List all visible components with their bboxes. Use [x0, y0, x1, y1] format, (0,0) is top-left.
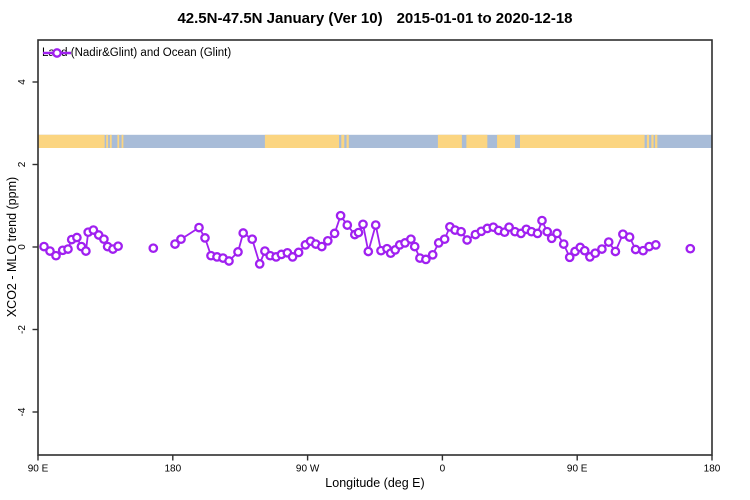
data-point: [148, 243, 159, 254]
map-band-land: [264, 134, 340, 148]
data-point: [113, 241, 123, 252]
chart-title-range: 42.5N-47.5N January (Ver 10): [177, 10, 383, 27]
data-point: [597, 244, 607, 254]
data-point: [542, 226, 553, 237]
x-tick-label: 180: [704, 464, 721, 475]
data-point: [335, 210, 346, 221]
map-band-land: [341, 134, 345, 148]
data-point: [439, 234, 450, 245]
data-point: [537, 215, 547, 226]
data-point: [685, 243, 696, 254]
data-point: [238, 228, 249, 238]
data-point: [45, 246, 55, 256]
data-point: [322, 235, 333, 246]
data-point: [370, 220, 381, 230]
map-band-land: [121, 134, 124, 148]
data-point: [287, 252, 298, 262]
map-band-land: [109, 134, 112, 148]
data-point: [72, 232, 82, 243]
map-band-land: [466, 134, 488, 148]
data-point: [39, 241, 49, 252]
data-point: [630, 244, 641, 255]
data-point: [579, 245, 590, 256]
map-band-land: [38, 134, 105, 148]
data-point: [170, 239, 180, 249]
data-point: [406, 234, 416, 245]
legend-series-label: Land (Nadir&Glint) and Ocean (Glint): [42, 47, 232, 59]
data-point: [552, 228, 562, 239]
x-axis-label: Longitude (deg E): [325, 476, 425, 490]
x-tick-label: 0: [440, 464, 446, 475]
map-band-land: [651, 134, 654, 148]
map-band-land: [646, 134, 650, 148]
data-point: [224, 256, 234, 266]
data-point: [558, 239, 569, 249]
data-point: [610, 246, 621, 257]
data-point: [316, 241, 327, 252]
map-band-land: [117, 134, 120, 148]
y-tick-label: -4: [17, 407, 28, 416]
data-point: [590, 248, 601, 259]
data-point: [99, 234, 109, 245]
data-point: [194, 222, 204, 233]
data-point: [462, 235, 472, 245]
x-tick-label: 90 E: [567, 464, 588, 475]
y-tick-label: -2: [17, 325, 28, 334]
x-tick-label: 90 E: [28, 464, 49, 475]
data-point: [358, 219, 368, 230]
data-point: [293, 247, 304, 258]
plot-border: [37, 39, 713, 456]
map-band-land: [519, 134, 645, 148]
data-point: [603, 237, 614, 247]
map-band-land: [655, 134, 658, 148]
data-point: [409, 241, 420, 252]
data-point: [363, 246, 374, 257]
y-tick-label: 2: [17, 161, 28, 167]
map-band-land: [437, 134, 462, 148]
y-tick-label: 0: [17, 244, 28, 250]
data-point: [176, 234, 186, 245]
y-tick-label: 4: [17, 79, 28, 85]
data-point: [456, 226, 466, 237]
map-band-land: [106, 134, 109, 148]
data-point: [532, 228, 543, 239]
data-point: [247, 234, 258, 245]
legend: Land (Nadir&Glint) and Ocean (Glint): [42, 47, 231, 59]
data-point: [427, 249, 438, 260]
chart-title: 42.5N-47.5N January (Ver 10) 2015-01-01 t…: [38, 10, 712, 27]
x-tick-label: 180: [164, 464, 181, 475]
data-point: [421, 254, 431, 265]
chart-title-dates: 2015-01-01 to 2020-12-18: [396, 10, 573, 27]
data-point: [81, 246, 91, 256]
x-tick-label: 90 W: [296, 464, 320, 475]
data-point: [624, 232, 635, 242]
data-point: [233, 247, 243, 257]
data-point: [51, 250, 61, 261]
data-point: [564, 252, 575, 263]
y-axis-label: XCO2 - MLO trend (ppm): [5, 176, 19, 318]
data-point: [353, 227, 364, 238]
map-band-land: [346, 134, 349, 148]
series-marker-icon: [43, 48, 71, 58]
data-point: [254, 259, 265, 269]
data-point: [650, 240, 661, 250]
data-point: [200, 233, 210, 243]
map-band-land: [497, 134, 516, 148]
data-point: [329, 228, 340, 239]
data-point: [342, 220, 353, 230]
data-point: [63, 244, 73, 254]
